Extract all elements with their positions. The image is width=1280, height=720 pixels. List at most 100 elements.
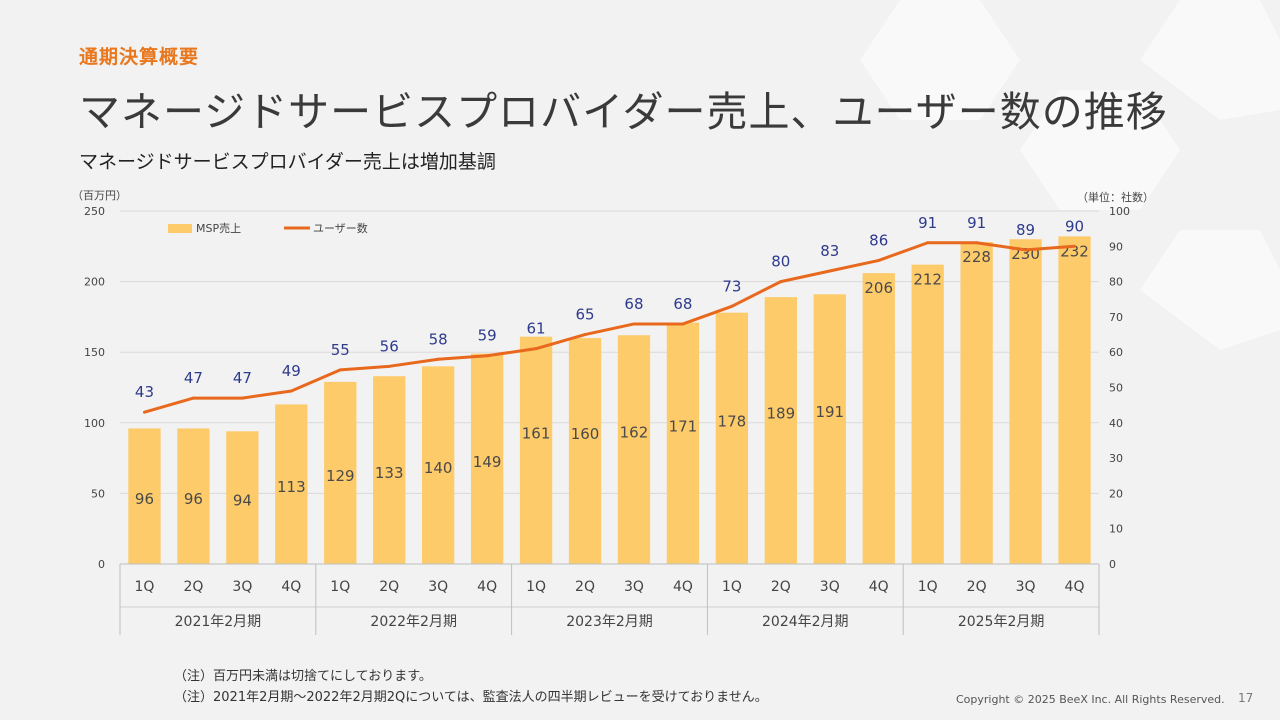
line-point-user-count <box>632 322 636 326</box>
line-point-user-count <box>583 333 587 337</box>
quarter-tick-label: 4Q <box>869 579 889 595</box>
page-title: マネージドサービスプロバイダー売上、ユーザー数の推移 <box>79 88 1168 136</box>
quarter-tick-label: 1Q <box>330 579 350 595</box>
bar-msp-sales <box>862 273 895 564</box>
bar-msp-sales <box>324 381 357 564</box>
right-axis-tick-label: 90 <box>1109 240 1123 253</box>
line-value-label: 68 <box>673 295 692 313</box>
left-axis-tick-label: 200 <box>84 276 105 289</box>
right-axis-tick-label: 0 <box>1109 558 1116 571</box>
note-1: （注）百万円未満は切捨てにしております。 <box>174 669 432 684</box>
bar-value-label: 160 <box>571 425 600 443</box>
bar-value-label: 206 <box>864 279 893 297</box>
quarter-tick-label: 4Q <box>673 579 693 595</box>
bar-value-label: 212 <box>913 271 942 289</box>
line-value-label: 56 <box>380 337 399 355</box>
line-point-user-count <box>975 241 979 245</box>
copyright: Copyright © 2025 BeeX Inc. All Rights Re… <box>956 693 1225 706</box>
line-point-user-count <box>534 347 538 351</box>
bar-value-label: 140 <box>424 459 453 477</box>
line-point-user-count <box>436 357 440 361</box>
line-value-label: 65 <box>575 306 594 324</box>
quarter-tick-label: 3Q <box>232 579 252 595</box>
line-value-label: 59 <box>478 327 497 345</box>
right-axis-unit: （単位：社数） <box>1077 190 1154 204</box>
quarter-tick-label: 2Q <box>183 579 203 595</box>
bar-value-label: 133 <box>375 464 404 482</box>
right-axis-tick-label: 20 <box>1109 487 1123 500</box>
line-point-user-count <box>289 389 293 393</box>
left-axis-tick-label: 150 <box>84 346 105 359</box>
right-axis-tick-label: 50 <box>1109 382 1123 395</box>
left-axis-unit: （百万円） <box>72 189 127 202</box>
bar-value-label: 161 <box>522 424 551 442</box>
bar-value-label: 228 <box>962 248 991 266</box>
bar-value-label: 129 <box>326 467 355 485</box>
left-axis-tick-label: 50 <box>91 487 105 500</box>
line-value-label: 80 <box>771 253 790 271</box>
bar-msp-sales <box>617 335 651 564</box>
line-value-label: 91 <box>967 214 986 232</box>
bar-value-label: 171 <box>669 417 698 435</box>
line-value-label: 49 <box>282 362 301 380</box>
quarter-tick-label: 1Q <box>526 579 546 595</box>
line-value-label: 47 <box>184 369 203 387</box>
bar-value-label: 191 <box>815 403 844 421</box>
left-axis-tick-label: 100 <box>84 417 105 430</box>
quarter-tick-label: 2Q <box>771 579 791 595</box>
line-point-user-count <box>681 322 685 326</box>
quarter-tick-label: 1Q <box>918 579 938 595</box>
bar-value-label: 162 <box>620 424 649 442</box>
line-point-user-count <box>828 269 832 273</box>
line-point-user-count <box>142 410 146 414</box>
line-point-user-count <box>1073 244 1077 248</box>
quarter-tick-label: 4Q <box>281 579 301 595</box>
quarter-tick-label: 2Q <box>967 579 987 595</box>
line-point-user-count <box>485 354 489 358</box>
quarter-tick-label: 2Q <box>379 579 399 595</box>
bar-msp-sales <box>226 431 259 564</box>
line-point-user-count <box>191 396 195 400</box>
bar-msp-sales <box>568 338 602 564</box>
bar-msp-sales <box>960 242 993 564</box>
quarter-tick-label: 4Q <box>477 579 497 595</box>
quarter-tick-label: 4Q <box>1065 579 1085 595</box>
left-axis-tick-label: 250 <box>84 205 105 218</box>
bar-value-label: 96 <box>135 490 154 508</box>
line-point-user-count <box>926 241 930 245</box>
fiscal-year-label: 2024年2月期 <box>762 614 849 630</box>
bar-msp-sales <box>666 322 700 564</box>
right-axis-tick-label: 10 <box>1109 523 1123 536</box>
line-point-user-count <box>779 280 783 284</box>
line-point-user-count <box>240 396 244 400</box>
fiscal-year-label: 2023年2月期 <box>566 614 653 630</box>
line-value-label: 47 <box>233 369 252 387</box>
line-value-label: 58 <box>429 330 448 348</box>
line-value-label: 89 <box>1016 221 1035 239</box>
fiscal-year-label: 2022年2月期 <box>370 614 457 630</box>
line-point-user-count <box>1024 248 1028 252</box>
bar-msp-sales <box>128 428 161 564</box>
quarter-tick-label: 1Q <box>722 579 742 595</box>
bar-msp-sales <box>764 297 797 564</box>
bar-value-label: 149 <box>473 453 502 471</box>
line-point-user-count <box>338 368 342 372</box>
bar-msp-sales <box>1009 239 1042 565</box>
line-value-label: 43 <box>135 383 154 401</box>
line-value-label: 61 <box>527 320 546 338</box>
line-value-label: 86 <box>869 231 888 249</box>
line-value-label: 91 <box>918 214 937 232</box>
section-label: 通期決算概要 <box>79 46 200 68</box>
bar-value-label: 113 <box>277 478 306 496</box>
right-axis-tick-label: 60 <box>1109 346 1123 359</box>
right-axis-tick-label: 80 <box>1109 276 1123 289</box>
quarter-tick-label: 1Q <box>135 579 155 595</box>
bar-msp-sales <box>470 353 504 564</box>
bar-msp-sales <box>715 312 749 564</box>
left-axis-tick-label: 0 <box>98 558 105 571</box>
quarter-tick-label: 3Q <box>820 579 840 595</box>
line-value-label: 68 <box>624 295 643 313</box>
fiscal-year-label: 2025年2月期 <box>958 614 1045 630</box>
